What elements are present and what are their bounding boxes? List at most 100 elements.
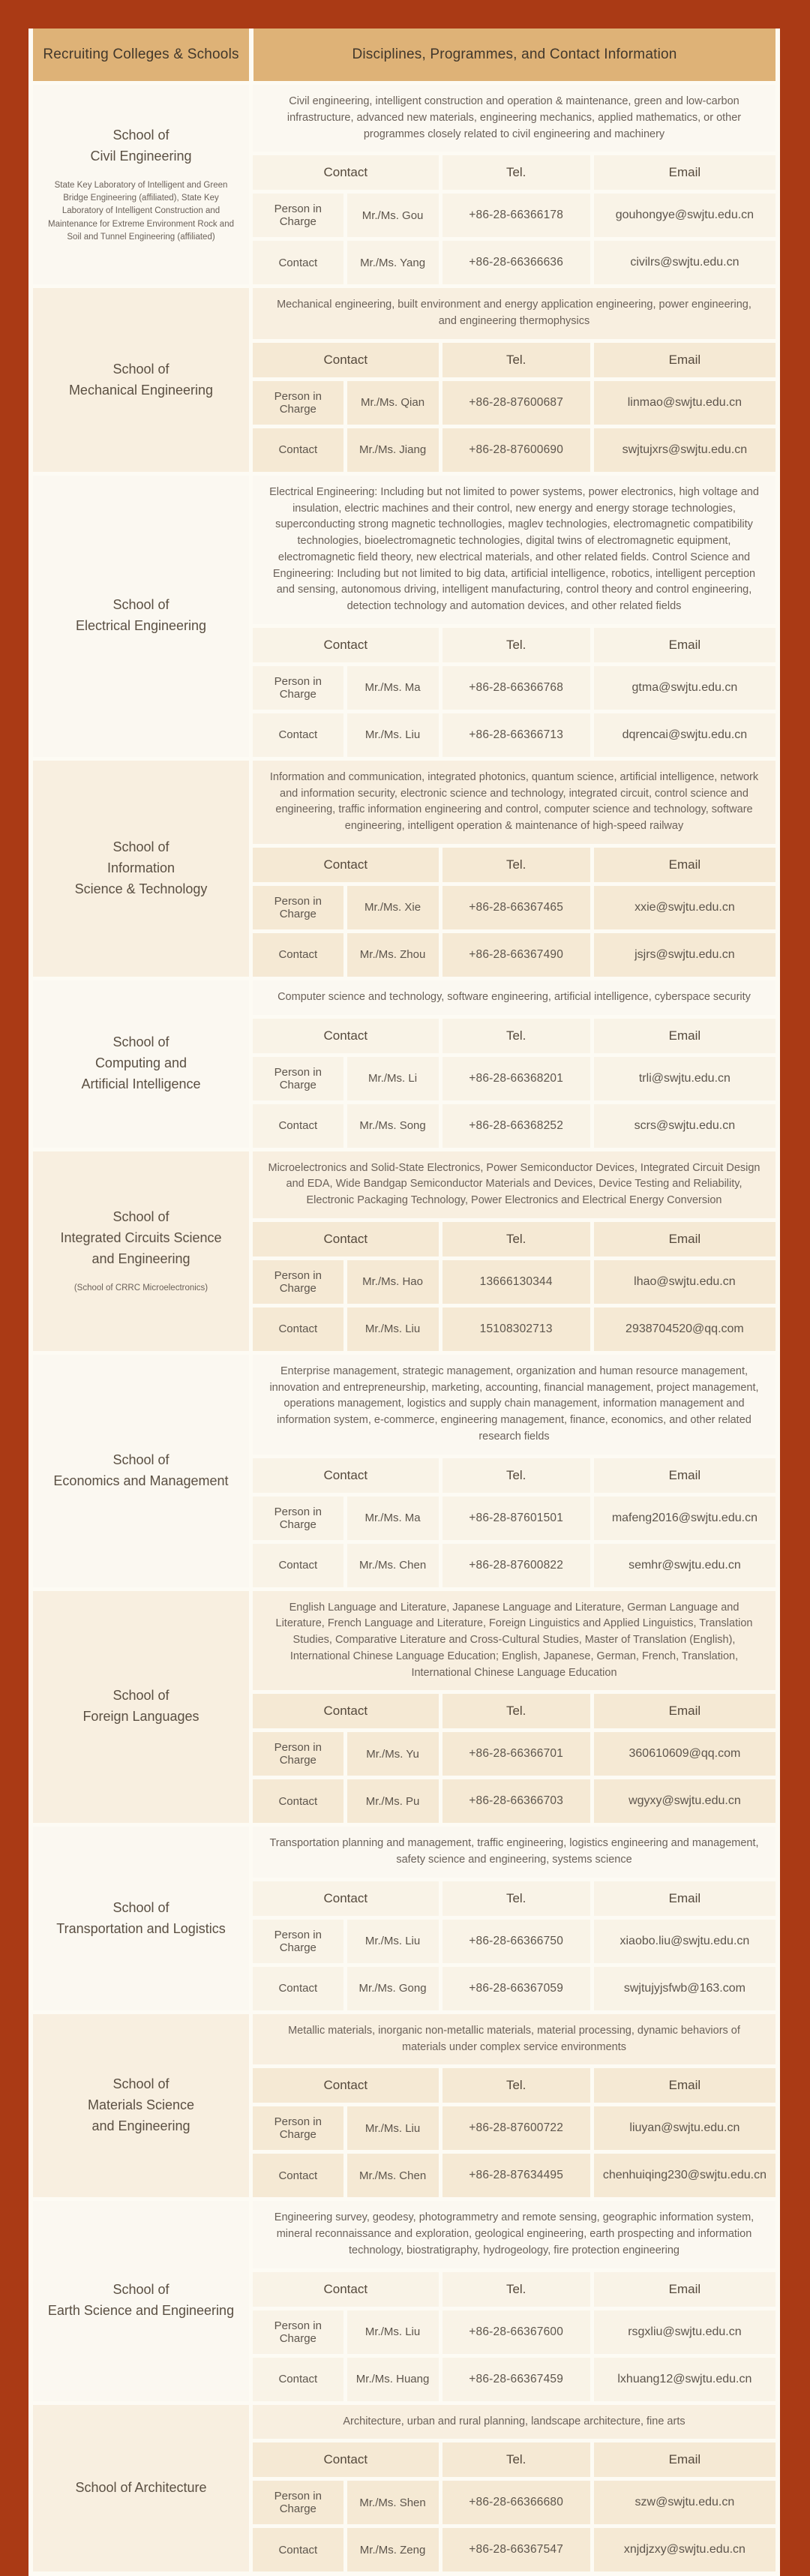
contact-table-header: Contact Tel. Email bbox=[253, 1458, 776, 1493]
contact-name: Mr./Ms. Song bbox=[346, 1103, 439, 1148]
contact-column-header: Contact bbox=[253, 627, 439, 662]
tel-column-header: Tel. bbox=[442, 1881, 590, 1916]
email-column-header: Email bbox=[593, 2442, 776, 2478]
contact-row: Contact Mr./Ms. Yang +86-28-66366636 civ… bbox=[253, 241, 776, 285]
person-in-charge-tel: +86-28-87600687 bbox=[442, 380, 590, 425]
contact-row: Contact Mr./Ms. Huang +86-28-66367459 lx… bbox=[253, 2357, 776, 2401]
row-label-contact: Contact bbox=[253, 2357, 344, 2401]
contact-name: Mr./Ms. Huang bbox=[346, 2357, 439, 2401]
person-in-charge-row: Person in Charge Mr./Ms. Liu +86-28-8760… bbox=[253, 2106, 776, 2151]
row-label-contact: Contact bbox=[253, 241, 344, 285]
row-label-person-in-charge: Person in Charge bbox=[253, 380, 344, 425]
row-label-contact: Contact bbox=[253, 1543, 344, 1587]
school-name-cell: School of Foreign Languages bbox=[33, 1590, 249, 1824]
school-details: Architecture, urban and rural planning, … bbox=[253, 2404, 776, 2572]
contact-name: Mr./Ms. Zhou bbox=[346, 932, 439, 977]
row-label-contact: Contact bbox=[253, 1966, 344, 2010]
contact-email: chenhuiqing230@swjtu.edu.cn bbox=[593, 2154, 776, 2198]
person-in-charge-name: Mr./Ms. Liu bbox=[346, 2106, 439, 2151]
disciplines-description: Architecture, urban and rural planning, … bbox=[253, 2404, 776, 2439]
school-name-cell: School of Electrical Engineering bbox=[33, 475, 249, 757]
person-in-charge-name: Mr./Ms. Hao bbox=[346, 1259, 439, 1304]
disciplines-description: Engineering survey, geodesy, photogramme… bbox=[253, 2201, 776, 2268]
school-details: Enterprise management, strategic managem… bbox=[253, 1354, 776, 1587]
email-column-header: Email bbox=[593, 1881, 776, 1916]
person-in-charge-email: mafeng2016@swjtu.edu.cn bbox=[593, 1496, 776, 1540]
school-details: Computer science and technology, softwar… bbox=[253, 980, 776, 1148]
contact-row: Contact Mr./Ms. Zeng +86-28-66367547 xnj… bbox=[253, 2528, 776, 2572]
contact-name: Mr./Ms. Jiang bbox=[346, 428, 439, 472]
school-name-cell: School of Mechanical Engineering bbox=[33, 288, 249, 472]
school-details: Engineering survey, geodesy, photogramme… bbox=[253, 2201, 776, 2401]
school-name: School of Materials Science and Engineer… bbox=[87, 2076, 195, 2133]
person-in-charge-email: linmao@swjtu.edu.cn bbox=[593, 380, 776, 425]
contact-row: Contact Mr./Ms. Song +86-28-66368252 scr… bbox=[253, 1103, 776, 1148]
person-in-charge-name: Mr./Ms. Liu bbox=[346, 2310, 439, 2354]
contact-name: Mr./Ms. Chen bbox=[346, 1543, 439, 1587]
person-in-charge-tel: +86-28-66366178 bbox=[442, 194, 590, 238]
contact-email: scrs@swjtu.edu.cn bbox=[593, 1103, 776, 1148]
tel-column-header: Tel. bbox=[442, 155, 590, 191]
person-in-charge-row: Person in Charge Mr./Ms. Liu +86-28-6636… bbox=[253, 2310, 776, 2354]
school-name-cell: School of Materials Science and Engineer… bbox=[33, 2013, 249, 2198]
person-in-charge-row: Person in Charge Mr./Ms. Yu +86-28-66366… bbox=[253, 1732, 776, 1776]
person-in-charge-name: Mr./Ms. Ma bbox=[346, 1496, 439, 1540]
contact-table-header: Contact Tel. Email bbox=[253, 627, 776, 662]
school-name-cell: School of Transportation and Logistics bbox=[33, 1827, 249, 2010]
person-in-charge-tel: +86-28-66368201 bbox=[442, 1056, 590, 1100]
email-column-header: Email bbox=[593, 342, 776, 377]
tel-column-header: Tel. bbox=[442, 1458, 590, 1493]
school-name: School of Architecture bbox=[75, 2479, 207, 2495]
school-section: School of Civil Engineering State Key La… bbox=[33, 85, 776, 285]
contact-email: 2938704520@qq.com bbox=[593, 1307, 776, 1351]
contact-table-header: Contact Tel. Email bbox=[253, 342, 776, 377]
tel-column-header: Tel. bbox=[442, 2271, 590, 2307]
contact-name: Mr./Ms. Yang bbox=[346, 241, 439, 285]
person-in-charge-email: rsgxliu@swjtu.edu.cn bbox=[593, 2310, 776, 2354]
school-name-cell: School of Computing and Artificial Intel… bbox=[33, 980, 249, 1148]
email-column-header: Email bbox=[593, 1221, 776, 1256]
row-label-person-in-charge: Person in Charge bbox=[253, 1259, 344, 1304]
contact-table-header: Contact Tel. Email bbox=[253, 1881, 776, 1916]
contact-column-header: Contact bbox=[253, 847, 439, 882]
contact-tel: +86-28-66367547 bbox=[442, 2528, 590, 2572]
person-in-charge-tel: +86-28-66366750 bbox=[442, 1919, 590, 1963]
contact-tel: +86-28-66367059 bbox=[442, 1966, 590, 2010]
tel-column-header: Tel. bbox=[442, 2068, 590, 2103]
school-section: School of Integrated Circuits Science an… bbox=[33, 1151, 776, 1351]
row-label-contact: Contact bbox=[253, 713, 344, 757]
contact-name: Mr./Ms. Liu bbox=[346, 713, 439, 757]
disciplines-column-header: Disciplines, Programmes, and Contact Inf… bbox=[254, 29, 776, 81]
contact-column-header: Contact bbox=[253, 1881, 439, 1916]
contact-email: dqrencai@swjtu.edu.cn bbox=[593, 713, 776, 757]
school-name: School of Mechanical Engineering bbox=[68, 361, 214, 398]
contact-tel: +86-28-66366713 bbox=[442, 713, 590, 757]
school-name-cell: School of Integrated Circuits Science an… bbox=[33, 1151, 249, 1351]
tel-column-header: Tel. bbox=[442, 2442, 590, 2478]
person-in-charge-email: gouhongye@swjtu.edu.cn bbox=[593, 194, 776, 238]
contact-column-header: Contact bbox=[253, 2068, 439, 2103]
disciplines-description: Enterprise management, strategic managem… bbox=[253, 1354, 776, 1455]
row-label-contact: Contact bbox=[253, 2154, 344, 2198]
row-label-person-in-charge: Person in Charge bbox=[253, 194, 344, 238]
contact-email: swjtujyjsfwb@163.com bbox=[593, 1966, 776, 2010]
contact-tel: +86-28-66368252 bbox=[442, 1103, 590, 1148]
person-in-charge-email: szw@swjtu.edu.cn bbox=[593, 2481, 776, 2525]
table-main-header: Recruiting Colleges & Schools Discipline… bbox=[33, 29, 776, 81]
row-label-contact: Contact bbox=[253, 1103, 344, 1148]
disciplines-description: Computer science and technology, softwar… bbox=[253, 980, 776, 1015]
contact-column-header: Contact bbox=[253, 1458, 439, 1493]
school-details: Transportation planning and management, … bbox=[253, 1827, 776, 2010]
contact-table-header: Contact Tel. Email bbox=[253, 1018, 776, 1053]
school-name: School of Foreign Languages bbox=[82, 1688, 200, 1725]
school-details: Metallic materials, inorganic non-metall… bbox=[253, 2013, 776, 2198]
contact-email: swjtujxrs@swjtu.edu.cn bbox=[593, 428, 776, 472]
contact-table-header: Contact Tel. Email bbox=[253, 2442, 776, 2478]
disciplines-description: Electrical Engineering: Including but no… bbox=[253, 475, 776, 624]
contact-column-header: Contact bbox=[253, 155, 439, 191]
person-in-charge-tel: +86-28-66366701 bbox=[442, 1732, 590, 1776]
contact-table-header: Contact Tel. Email bbox=[253, 1221, 776, 1256]
person-in-charge-name: Mr./Ms. Shen bbox=[346, 2481, 439, 2525]
email-column-header: Email bbox=[593, 1694, 776, 1729]
school-name: School of Electrical Engineering bbox=[75, 597, 207, 634]
